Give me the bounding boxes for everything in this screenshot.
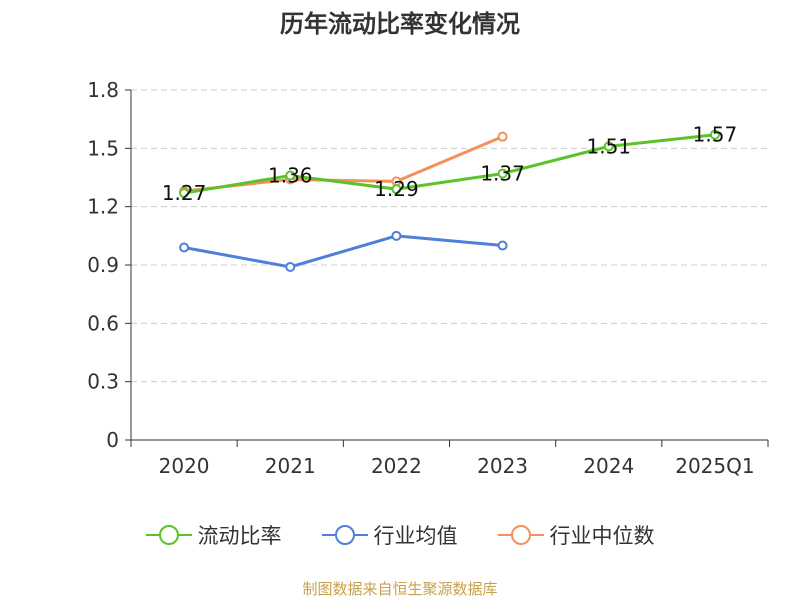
data-point — [497, 168, 508, 179]
data-labels: 1.27 1.36 1.29 1.37 1.51 1.57 — [162, 123, 737, 205]
y-tick-label: 0.3 — [87, 370, 119, 394]
y-tick-label: 1.8 — [87, 78, 119, 102]
data-label: 1.29 — [374, 177, 419, 201]
y-tick-label: 1.5 — [87, 136, 119, 160]
data-label: 1.37 — [480, 162, 525, 186]
data-point — [497, 240, 508, 251]
y-tick-label: 0 — [106, 428, 119, 452]
x-tick-label: 2022 — [371, 454, 422, 478]
legend-marker — [510, 525, 531, 545]
data-label: 1.27 — [162, 181, 207, 205]
legend: 流动比率 行业均值 行业中位数 — [0, 520, 800, 550]
x-tick-label: 2023 — [477, 454, 528, 478]
data-point — [285, 170, 296, 181]
legend-marker — [158, 525, 179, 545]
data-point — [603, 141, 614, 152]
legend-item[interactable]: 行业均值 — [321, 520, 458, 550]
source-note: 制图数据来自恒生聚源数据库 — [302, 580, 498, 598]
x-tick-label: 2021 — [265, 454, 316, 478]
data-point — [179, 242, 190, 253]
data-point — [285, 261, 296, 272]
axes: 0 0.3 0.6 0.9 1.2 1.5 1.8 2020 2021 2022 2023 2024 2… — [87, 78, 769, 478]
data-label: 1.51 — [586, 134, 631, 158]
x-tick-label: 2020 — [159, 454, 210, 478]
legend-marker — [334, 525, 355, 545]
legend-label: 行业中位数 — [549, 524, 655, 548]
data-point — [179, 188, 190, 199]
legend-line-icon — [497, 525, 544, 545]
data-label: 1.36 — [268, 164, 313, 188]
y-tick-label: 0.6 — [87, 311, 119, 335]
x-tick-label: 2024 — [583, 454, 634, 478]
data-label: 1.57 — [693, 123, 738, 147]
series-line-0 — [183, 133, 716, 195]
series-lines — [179, 129, 720, 272]
legend-item[interactable]: 流动比率 — [145, 520, 282, 550]
legend-item[interactable]: 行业中位数 — [497, 520, 655, 550]
legend-line-icon — [321, 525, 368, 545]
series-line-1 — [183, 234, 503, 269]
grid-lines — [131, 89, 768, 383]
y-tick-label: 1.2 — [87, 195, 119, 219]
data-point — [497, 131, 508, 142]
data-point — [391, 230, 402, 241]
data-point — [709, 129, 720, 140]
legend-label: 行业均值 — [373, 524, 458, 548]
y-tick-label: 0.9 — [87, 253, 119, 277]
chart-title: 历年流动比率变化情况 — [280, 10, 520, 38]
x-tick-label: 2025Q1 — [675, 454, 754, 478]
legend-label: 流动比率 — [197, 524, 282, 548]
legend-line-icon — [145, 525, 192, 545]
data-point — [391, 184, 402, 195]
